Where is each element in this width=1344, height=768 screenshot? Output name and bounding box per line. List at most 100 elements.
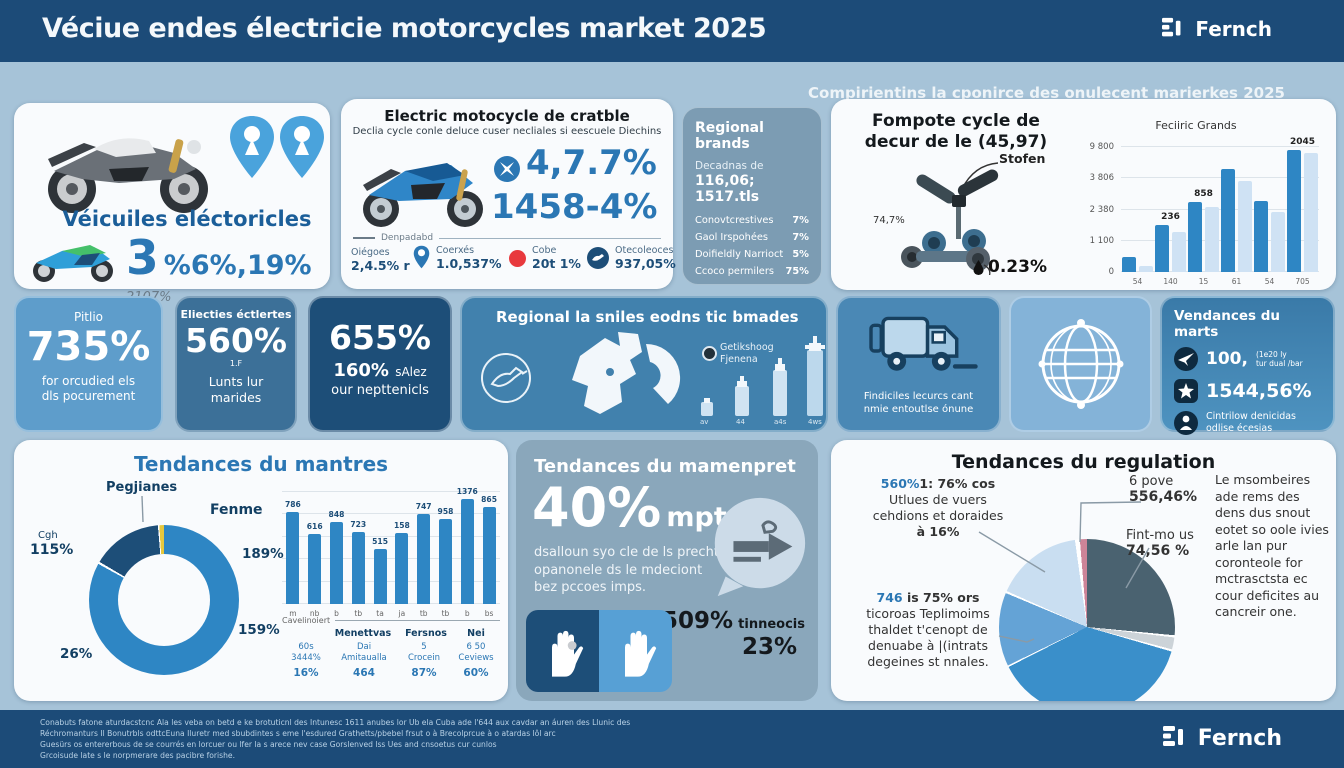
hands-illustration xyxy=(526,610,672,692)
trends-bar-chart: 786 m 616 nb 848 b 723 tb 515 ta 158 ja 747 tb 958 tb 13… xyxy=(282,487,500,618)
bar-value-label: 786 xyxy=(284,499,301,509)
regional-brands-list: Conovtcrestives 7% Gaol Irspohées 7% Doi… xyxy=(695,215,809,277)
trends-title: Tendances du mantres xyxy=(133,452,389,476)
donut-hole xyxy=(118,554,210,646)
blue-motorcycle-image xyxy=(363,163,483,227)
bar xyxy=(1205,207,1219,272)
hand-icon xyxy=(551,630,583,677)
moto-sketch-icon xyxy=(481,353,531,403)
page-title: Véciue endes électricie motorcycles mark… xyxy=(42,13,767,44)
callout-bl-line3: thaldet t'cenopt de xyxy=(868,622,988,637)
bar-value-label: 865 xyxy=(481,494,497,504)
x-axis-label: ja xyxy=(398,609,406,618)
y-axis-tick: 9 800 xyxy=(1089,142,1114,152)
bar-group: 54 xyxy=(1254,147,1285,286)
vendances-row1-value: 100, xyxy=(1206,349,1248,369)
stat-box-1-sub1: for orcudied els xyxy=(41,374,136,388)
spark-icon xyxy=(494,156,520,182)
donut-label-left: 115% xyxy=(30,542,74,558)
moment-para-line3: bez pccoes imps. xyxy=(534,580,647,595)
map-pin-icons xyxy=(230,116,324,178)
sales-legend: Getikshoog Fjenena xyxy=(720,342,774,366)
electric-stat-col-2: Coerxés 1.0,537% xyxy=(413,245,502,271)
gridline xyxy=(282,603,500,604)
footer-line1: Conabuts fatone aturdacstcnc Ala les veb… xyxy=(40,718,631,727)
trends-legend-heading: Cavelinoiert xyxy=(282,616,500,625)
brands-chart-title: Feciiric Grands xyxy=(1155,119,1237,132)
bar-group: 54 xyxy=(1122,147,1153,286)
bottle-label: 4ws xyxy=(808,418,822,426)
moto-badge-icon xyxy=(587,247,609,269)
trends-cell-col-4: 6 50 Ceviews 60% xyxy=(452,642,500,679)
stat-box-1-sub2: dls pocurement xyxy=(41,389,136,403)
brand-row: Conovtcrestives 7% xyxy=(695,215,809,226)
bottle-label: 44 xyxy=(736,418,745,426)
bar-group: 858 15 xyxy=(1188,147,1219,286)
trends-cell-col-3: 5 Crocein 87% xyxy=(398,642,450,679)
x-axis-label: tb xyxy=(441,609,450,618)
callout-tl-accent: 560% xyxy=(880,476,920,491)
vendances-row-3: Cintrilow denicidas odlise écesias xyxy=(1174,411,1321,435)
x-axis-label: tb xyxy=(419,609,428,618)
gridline xyxy=(282,535,500,537)
person-icon xyxy=(1174,411,1198,435)
brand-logo: Fernch xyxy=(1162,17,1272,41)
bar-value-label: 2045 xyxy=(1289,136,1316,147)
charger-icon-1 xyxy=(701,398,713,416)
regional-brands-title: Regional brands xyxy=(695,120,764,152)
brand-row-value: 7% xyxy=(792,215,809,226)
x-axis-label: ta xyxy=(376,609,384,618)
bottle-label: a4s xyxy=(774,418,787,426)
cell-line: Ceviews xyxy=(458,653,494,663)
cycle-title: Fompote cycle de decur de le (45,97) xyxy=(849,111,1063,153)
stat-label: Cobe xyxy=(532,245,557,256)
vehicles-panel: Véicuiles eléctoricles 3 %6%,19% 2107% xyxy=(14,103,330,305)
vendances-row1-small2: tur dual /bar xyxy=(1255,359,1303,368)
cell-strong: 16% xyxy=(293,667,319,679)
bar-value-label: 515 xyxy=(372,537,389,547)
market-trends-panel: Tendances du mantres Pegjianes Fenme Cgh… xyxy=(14,440,508,701)
donut-label-r1: 189% xyxy=(242,546,284,562)
x-axis-label: tb xyxy=(354,609,363,618)
callout-tr1-label: 6 pove xyxy=(1129,474,1174,489)
vehicles-title: Véicuiles eléctoricles xyxy=(62,207,312,231)
moment-stat1-value: 509% xyxy=(662,608,734,634)
trends-col-header-1: Menettvas xyxy=(334,628,392,639)
charger-icon-3 xyxy=(773,358,787,416)
bar-group: 2045 705 xyxy=(1287,137,1318,286)
brands-bar-chart: 0 1 100 2 380 3 806 9 800 54 236 140 858 15 61 54 20… xyxy=(1090,137,1319,286)
gridline xyxy=(1121,208,1319,210)
motorcycle-photo xyxy=(48,138,208,213)
moment-title: Tendances du mamenpret xyxy=(534,456,796,477)
cell-strong: 60% xyxy=(463,667,489,679)
hand-icon xyxy=(624,630,656,677)
stat-box-2-value: 560% xyxy=(185,321,287,360)
brand-row: Gaol Irspohées 7% xyxy=(695,232,809,243)
diagram-label-left: 74,7% xyxy=(873,215,905,226)
vendances-row-1: 100, (1e20 ly tur dual /bar xyxy=(1174,347,1321,371)
vendances-row3-line2: odlise écesias xyxy=(1206,423,1273,434)
moment-para-line1: dsalloun syo cle de ls prechter xyxy=(534,545,733,560)
bar xyxy=(1254,201,1268,272)
x-axis-label: bs xyxy=(484,609,494,618)
x-axis-label: 54 xyxy=(1132,277,1143,286)
vehicles-stat-big: 3 xyxy=(126,231,159,286)
bottle-icons: av 44 a4s 4ws xyxy=(698,328,825,426)
bar xyxy=(1304,153,1318,272)
trends-col-header-2: Fersnos xyxy=(405,628,447,639)
bar-value-label: 723 xyxy=(350,519,367,529)
stat-value: 20t 1% xyxy=(532,256,581,271)
cell-strong: 464 xyxy=(353,667,375,679)
y-axis-tick: 0 xyxy=(1108,267,1114,277)
stat-value: 2,4.5% r xyxy=(351,258,410,273)
footer-line2: Réchromanturs Il Bonutrbls odttcEuna Ilu… xyxy=(40,729,556,738)
bar-value-label: 848 xyxy=(328,509,345,519)
x-axis-label: 15 xyxy=(1198,277,1209,286)
stat-value: 937,05% xyxy=(615,256,676,271)
bar xyxy=(1238,180,1252,272)
stat-box-2-sub: Lunts lur marides xyxy=(177,374,295,406)
stat-label: Oiégoes xyxy=(351,247,390,258)
x-axis-label: nb xyxy=(309,609,320,618)
stat-box-3-mid2: sAlez xyxy=(395,365,427,379)
